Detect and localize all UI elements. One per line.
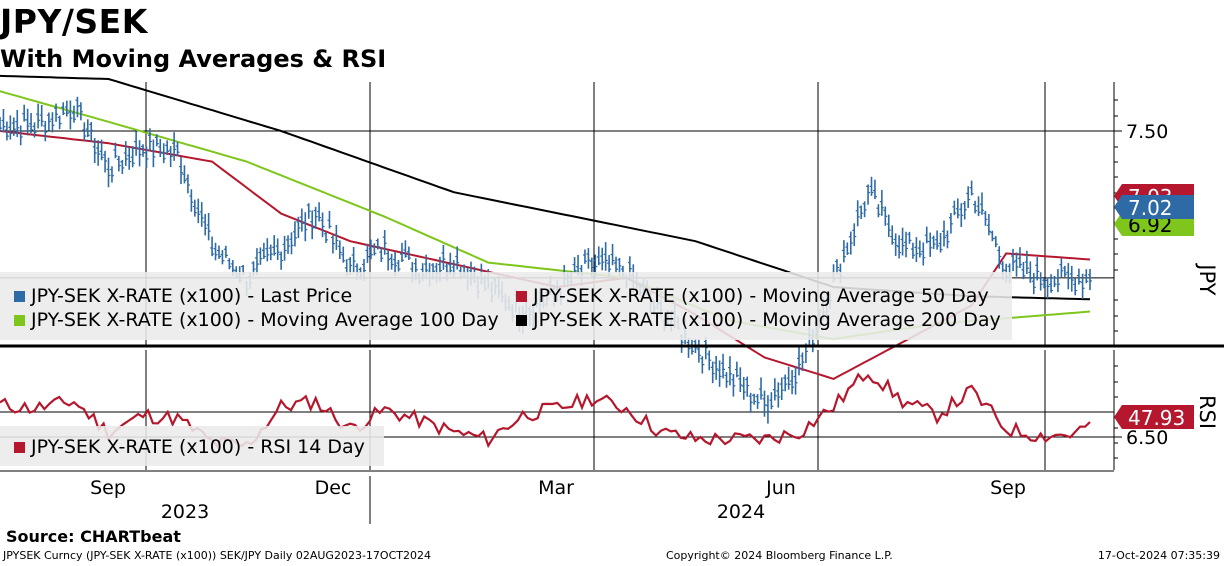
price-legend-swatch (516, 314, 527, 326)
price-legend-label: JPY-SEK X-RATE (x100) - Last Price (31, 285, 353, 307)
security-description: JPYSEK Curncy (JPY-SEK X-RATE (x100)) SE… (3, 549, 431, 562)
price-legend-label: JPY-SEK X-RATE (x100) - Moving Average 2… (533, 309, 1001, 331)
price-legend-item: JPY-SEK X-RATE (x100) - Last Price (14, 285, 352, 307)
price-axis-title: JPY (1195, 262, 1219, 295)
rsi-line (0, 372, 1091, 449)
source-note: Source: CHARTbeat (6, 527, 181, 546)
price-legend-label: JPY-SEK X-RATE (x100) - Moving Average 1… (31, 309, 499, 331)
x-year-label: 2023 (161, 501, 209, 523)
price-legend (0, 272, 1012, 340)
x-tick-label: Jun (765, 477, 796, 499)
timestamp: 17-Oct-2024 07:35:39 (1097, 549, 1220, 562)
rsi-legend-item: JPY-SEK X-RATE (x100) - RSI 14 Day (14, 436, 365, 458)
ma200-line (0, 74, 1091, 301)
price-legend-label: JPY-SEK X-RATE (x100) - Moving Average 5… (533, 285, 989, 307)
price-legend-item: JPY-SEK X-RATE (x100) - Moving Average 1… (14, 309, 499, 331)
price-legend-swatch (14, 314, 25, 326)
price-legend-swatch (14, 290, 25, 302)
x-tick-label: Mar (538, 477, 574, 499)
rsi-value-tag-label: 47.93 (1128, 406, 1185, 430)
price-tick-label: 6.50 (1126, 427, 1168, 449)
chart-subtitle: With Moving Averages & RSI (0, 45, 387, 73)
price-tick-label: 7.50 (1126, 121, 1168, 143)
rsi-legend (0, 426, 384, 466)
x-year-label: 2024 (717, 501, 765, 523)
last-price-value-tag-bg (1114, 195, 1194, 219)
rsi-value-tag: 47.93 (1114, 405, 1194, 430)
last-price-value-tag-label: 7.02 (1128, 196, 1173, 220)
price-legend-item: JPY-SEK X-RATE (x100) - Moving Average 5… (516, 285, 989, 307)
rsi-legend-swatch (14, 441, 25, 453)
x-tick-label: Sep (90, 477, 126, 499)
x-tick-label: Dec (315, 477, 352, 499)
rsi-value-tag-bg (1114, 405, 1194, 429)
rsi-legend-label: JPY-SEK X-RATE (x100) - RSI 14 Day (31, 436, 365, 458)
price-legend-swatch (516, 290, 527, 302)
x-tick-label: Sep (990, 477, 1026, 499)
chart-title: JPY/SEK (0, 2, 148, 41)
rsi-axis-title: RSI (1195, 395, 1219, 429)
ma50-line (0, 130, 1091, 380)
last-price-value-tag: 7.02 (1114, 195, 1194, 220)
copyright-note: Copyright© 2024 Bloomberg Finance L.P. (666, 549, 893, 562)
price-legend-item: JPY-SEK X-RATE (x100) - Moving Average 2… (516, 309, 1001, 331)
